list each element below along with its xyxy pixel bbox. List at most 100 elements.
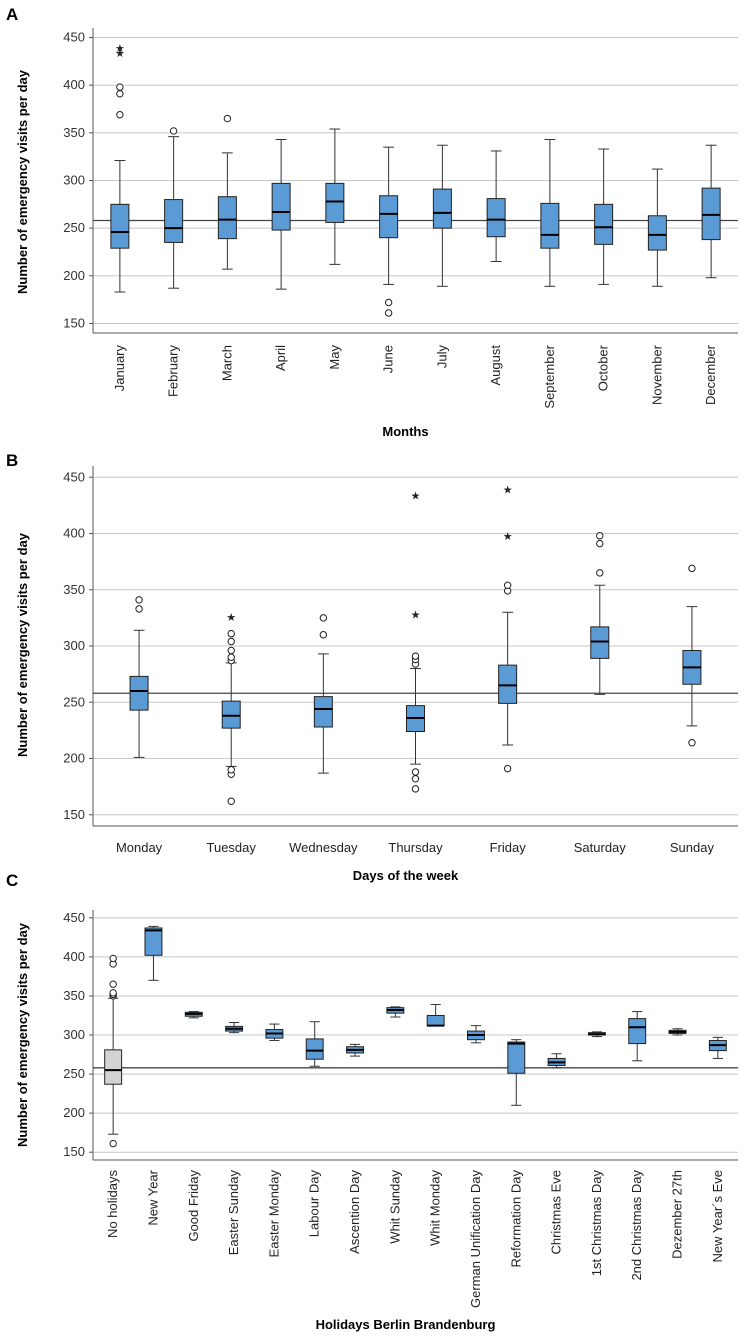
iqr-box	[628, 1018, 647, 1045]
x-tick-label: April	[273, 345, 288, 371]
iqr-box	[144, 927, 163, 956]
x-tick-label: Reformation Day	[508, 1170, 523, 1268]
outlier-point	[319, 631, 328, 639]
y-tick-label: 250	[63, 1066, 85, 1081]
x-tick-label: New Year	[145, 1169, 160, 1225]
extreme-point: ★	[503, 484, 513, 497]
y-tick-label: 350	[63, 125, 85, 140]
x-tick-label: Easter Monday	[266, 1170, 281, 1258]
x-tick-label: October	[596, 344, 611, 391]
iqr-box	[486, 198, 506, 238]
iqr-box	[271, 182, 291, 231]
y-tick-label: 350	[63, 582, 85, 597]
outlier-point	[227, 629, 235, 638]
box-labour-day	[305, 1021, 324, 1067]
outlier-point	[227, 766, 235, 774]
iqr-box	[432, 188, 452, 229]
x-tick-label: 1st Christmas Day	[589, 1170, 604, 1277]
outlier-point	[227, 653, 235, 661]
y-tick-label: 400	[63, 949, 85, 964]
outlier-point	[384, 309, 393, 317]
outlier-point	[319, 614, 328, 622]
outlier-point	[688, 739, 696, 747]
box-1st-christmas-day	[587, 1031, 606, 1038]
outlier-point	[411, 775, 420, 783]
box-new-year	[144, 925, 163, 981]
x-tick-label: July	[434, 345, 449, 369]
x-tick-label: September	[542, 344, 557, 408]
outlier-point	[109, 954, 117, 963]
outlier-point	[109, 989, 117, 997]
iqr-box	[129, 675, 149, 711]
iqr-box	[217, 196, 237, 240]
iqr-box	[507, 1041, 526, 1074]
y-tick-label: 300	[63, 173, 85, 188]
outlier-point	[596, 569, 604, 577]
outlier-point	[688, 564, 696, 573]
box-whit-sunday	[386, 1006, 405, 1018]
x-tick-label: Ascention Day	[347, 1170, 362, 1254]
y-tick-label: 350	[63, 988, 85, 1003]
y-tick-label: 400	[63, 77, 85, 92]
box-christmas-eve	[547, 1053, 566, 1069]
iqr-box	[305, 1038, 324, 1060]
extreme-point: ★	[115, 47, 125, 60]
iqr-box	[221, 700, 241, 729]
x-tick-label: Dezember 27th	[670, 1170, 685, 1259]
extreme-point: ★	[115, 42, 125, 55]
outlier-point	[227, 797, 235, 805]
box-sunday	[682, 564, 702, 747]
y-tick-label: 300	[63, 1027, 85, 1042]
box-good-friday	[184, 1011, 203, 1019]
y-axis-label: Number of emergency visits per day	[15, 922, 30, 1147]
x-tick-label: New Year´s Eve	[710, 1170, 725, 1263]
outlier-point	[116, 90, 124, 98]
y-tick-label: 200	[63, 751, 85, 766]
box-november	[647, 168, 667, 287]
iqr-box	[590, 626, 610, 659]
y-tick-label: 150	[63, 807, 85, 822]
outlier-point	[227, 646, 235, 655]
x-tick-label: Tuesday	[207, 840, 257, 855]
box-april	[271, 139, 291, 290]
x-tick-label: May	[327, 345, 342, 370]
extreme-point: ★	[503, 530, 513, 543]
iqr-box	[164, 199, 184, 243]
box-saturday	[590, 532, 610, 695]
box-no-holidays	[104, 954, 123, 1148]
x-tick-label: Thursday	[388, 840, 443, 855]
iqr-box	[379, 195, 399, 239]
y-tick-label: 300	[63, 638, 85, 653]
iqr-box	[426, 1014, 445, 1027]
iqr-box	[647, 215, 667, 251]
box-2nd-christmas-day	[628, 1011, 647, 1062]
iqr-box	[325, 182, 345, 223]
outlier-point	[135, 596, 143, 604]
box-tuesday: ★	[221, 611, 241, 805]
outlier-point	[227, 637, 235, 646]
outlier-point	[503, 764, 512, 773]
y-tick-label: 450	[63, 910, 85, 925]
x-tick-label: Saturday	[574, 840, 627, 855]
outlier-point	[116, 111, 124, 119]
x-tick-label: Whit Sunday	[387, 1170, 402, 1244]
box-december	[701, 144, 721, 279]
x-tick-label: Good Friday	[186, 1170, 201, 1242]
x-tick-label: Whit Monday	[428, 1170, 443, 1246]
extreme-point: ★	[226, 611, 236, 624]
x-tick-label: Christmas Eve	[549, 1170, 564, 1255]
box-friday: ★★	[498, 484, 518, 773]
x-tick-label: February	[166, 345, 181, 398]
iqr-box	[540, 202, 560, 249]
x-tick-label: German Unification Day	[468, 1170, 483, 1308]
outlier-point	[109, 1139, 117, 1148]
panel-letter: A	[6, 5, 18, 24]
box-june	[379, 146, 399, 317]
x-axis-label: Months	[382, 424, 428, 439]
x-tick-label: Wednesday	[289, 840, 358, 855]
iqr-box	[110, 203, 130, 249]
outlier-point	[116, 83, 124, 91]
x-tick-label: 2nd Christmas Day	[629, 1170, 644, 1281]
box-dezember-27th	[668, 1028, 687, 1036]
